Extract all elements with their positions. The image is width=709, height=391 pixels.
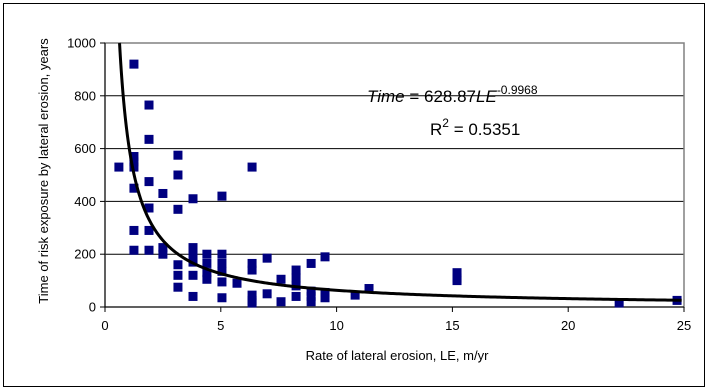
data-point xyxy=(158,243,168,253)
x-tick-labels: 0 5 10 15 20 25 xyxy=(101,318,691,333)
data-point xyxy=(306,291,316,301)
x-tick-label: 10 xyxy=(329,318,343,333)
y-tick-label: 0 xyxy=(89,300,96,315)
y-tick-labels: 0 200 400 600 800 1000 xyxy=(67,36,96,315)
data-point xyxy=(188,251,198,261)
data-point xyxy=(262,253,272,263)
gridlines xyxy=(105,42,684,255)
equation-coefficient: = 628.87 xyxy=(405,87,476,106)
y-tick-label: 1000 xyxy=(67,36,96,51)
data-point xyxy=(129,225,139,235)
data-point xyxy=(202,258,212,268)
axes xyxy=(100,42,685,312)
data-point xyxy=(320,287,330,297)
data-point xyxy=(291,273,301,283)
x-tick-label: 15 xyxy=(445,318,459,333)
data-point xyxy=(144,225,154,235)
x-tick-label: 25 xyxy=(677,318,691,333)
data-point xyxy=(129,152,139,162)
data-point xyxy=(217,266,227,276)
data-point xyxy=(129,245,139,255)
data-point xyxy=(350,290,360,300)
data-point xyxy=(247,258,257,268)
data-point xyxy=(217,191,227,201)
data-point xyxy=(306,258,316,268)
data-point xyxy=(144,245,154,255)
data-point xyxy=(364,284,374,294)
data-point xyxy=(276,274,286,284)
equation-variable: Time xyxy=(367,87,405,106)
data-point xyxy=(262,289,272,299)
data-point xyxy=(129,157,139,167)
data-point xyxy=(129,183,139,193)
data-point xyxy=(247,298,257,308)
data-point xyxy=(291,291,301,301)
data-point xyxy=(188,270,198,280)
data-point xyxy=(173,170,183,180)
r-squared-value: = 0.5351 xyxy=(449,120,520,139)
data-point xyxy=(144,100,154,110)
data-point xyxy=(452,268,462,278)
data-point xyxy=(144,177,154,187)
data-point xyxy=(129,59,139,69)
r-squared-superscript: 2 xyxy=(442,116,449,130)
data-point xyxy=(188,194,198,204)
data-point xyxy=(144,134,154,144)
y-tick-label: 800 xyxy=(74,88,96,103)
y-tick-label: 200 xyxy=(74,247,96,262)
r-squared-base: R xyxy=(430,120,442,139)
data-point xyxy=(173,282,183,292)
data-point xyxy=(173,270,183,280)
data-point xyxy=(232,278,242,288)
data-point xyxy=(217,258,227,268)
equation-exponent: -0.9968 xyxy=(497,83,538,97)
y-tick-label: 600 xyxy=(74,141,96,156)
data-point xyxy=(114,162,124,172)
data-point xyxy=(217,277,227,287)
y-axis-title: Time of risk exposure by lateral erosion… xyxy=(36,38,51,304)
data-point xyxy=(320,293,330,303)
r-squared: R2 = 0.5351 xyxy=(430,116,520,139)
data-point xyxy=(173,260,183,270)
data-point xyxy=(188,243,198,253)
data-point xyxy=(306,297,316,307)
data-point xyxy=(247,290,257,300)
data-point xyxy=(291,265,301,275)
y-tick-label: 400 xyxy=(74,194,96,209)
data-point xyxy=(202,249,212,259)
data-point xyxy=(217,293,227,303)
trend-equation: Time = 628.87LE-0.9968 xyxy=(367,83,538,106)
plot-area-border xyxy=(104,42,685,308)
data-point xyxy=(276,297,286,307)
x-tick-label: 20 xyxy=(561,318,575,333)
data-point xyxy=(173,150,183,160)
data-point xyxy=(306,286,316,296)
data-point xyxy=(188,291,198,301)
data-point xyxy=(247,265,257,275)
data-point xyxy=(158,249,168,259)
x-axis-title: Rate of lateral erosion, LE, m/yr xyxy=(306,348,489,363)
data-point xyxy=(144,203,154,213)
data-point xyxy=(202,268,212,278)
equation-variable-le: LE xyxy=(476,87,497,106)
data-point xyxy=(452,276,462,286)
data-point xyxy=(320,252,330,262)
x-tick-label: 5 xyxy=(217,318,224,333)
power-trendline xyxy=(118,42,682,302)
data-point xyxy=(158,188,168,198)
data-point xyxy=(614,298,624,308)
data-point xyxy=(217,249,227,259)
data-point xyxy=(202,274,212,284)
data-point xyxy=(173,204,183,214)
data-point xyxy=(247,162,257,172)
x-tick-label: 0 xyxy=(101,318,108,333)
